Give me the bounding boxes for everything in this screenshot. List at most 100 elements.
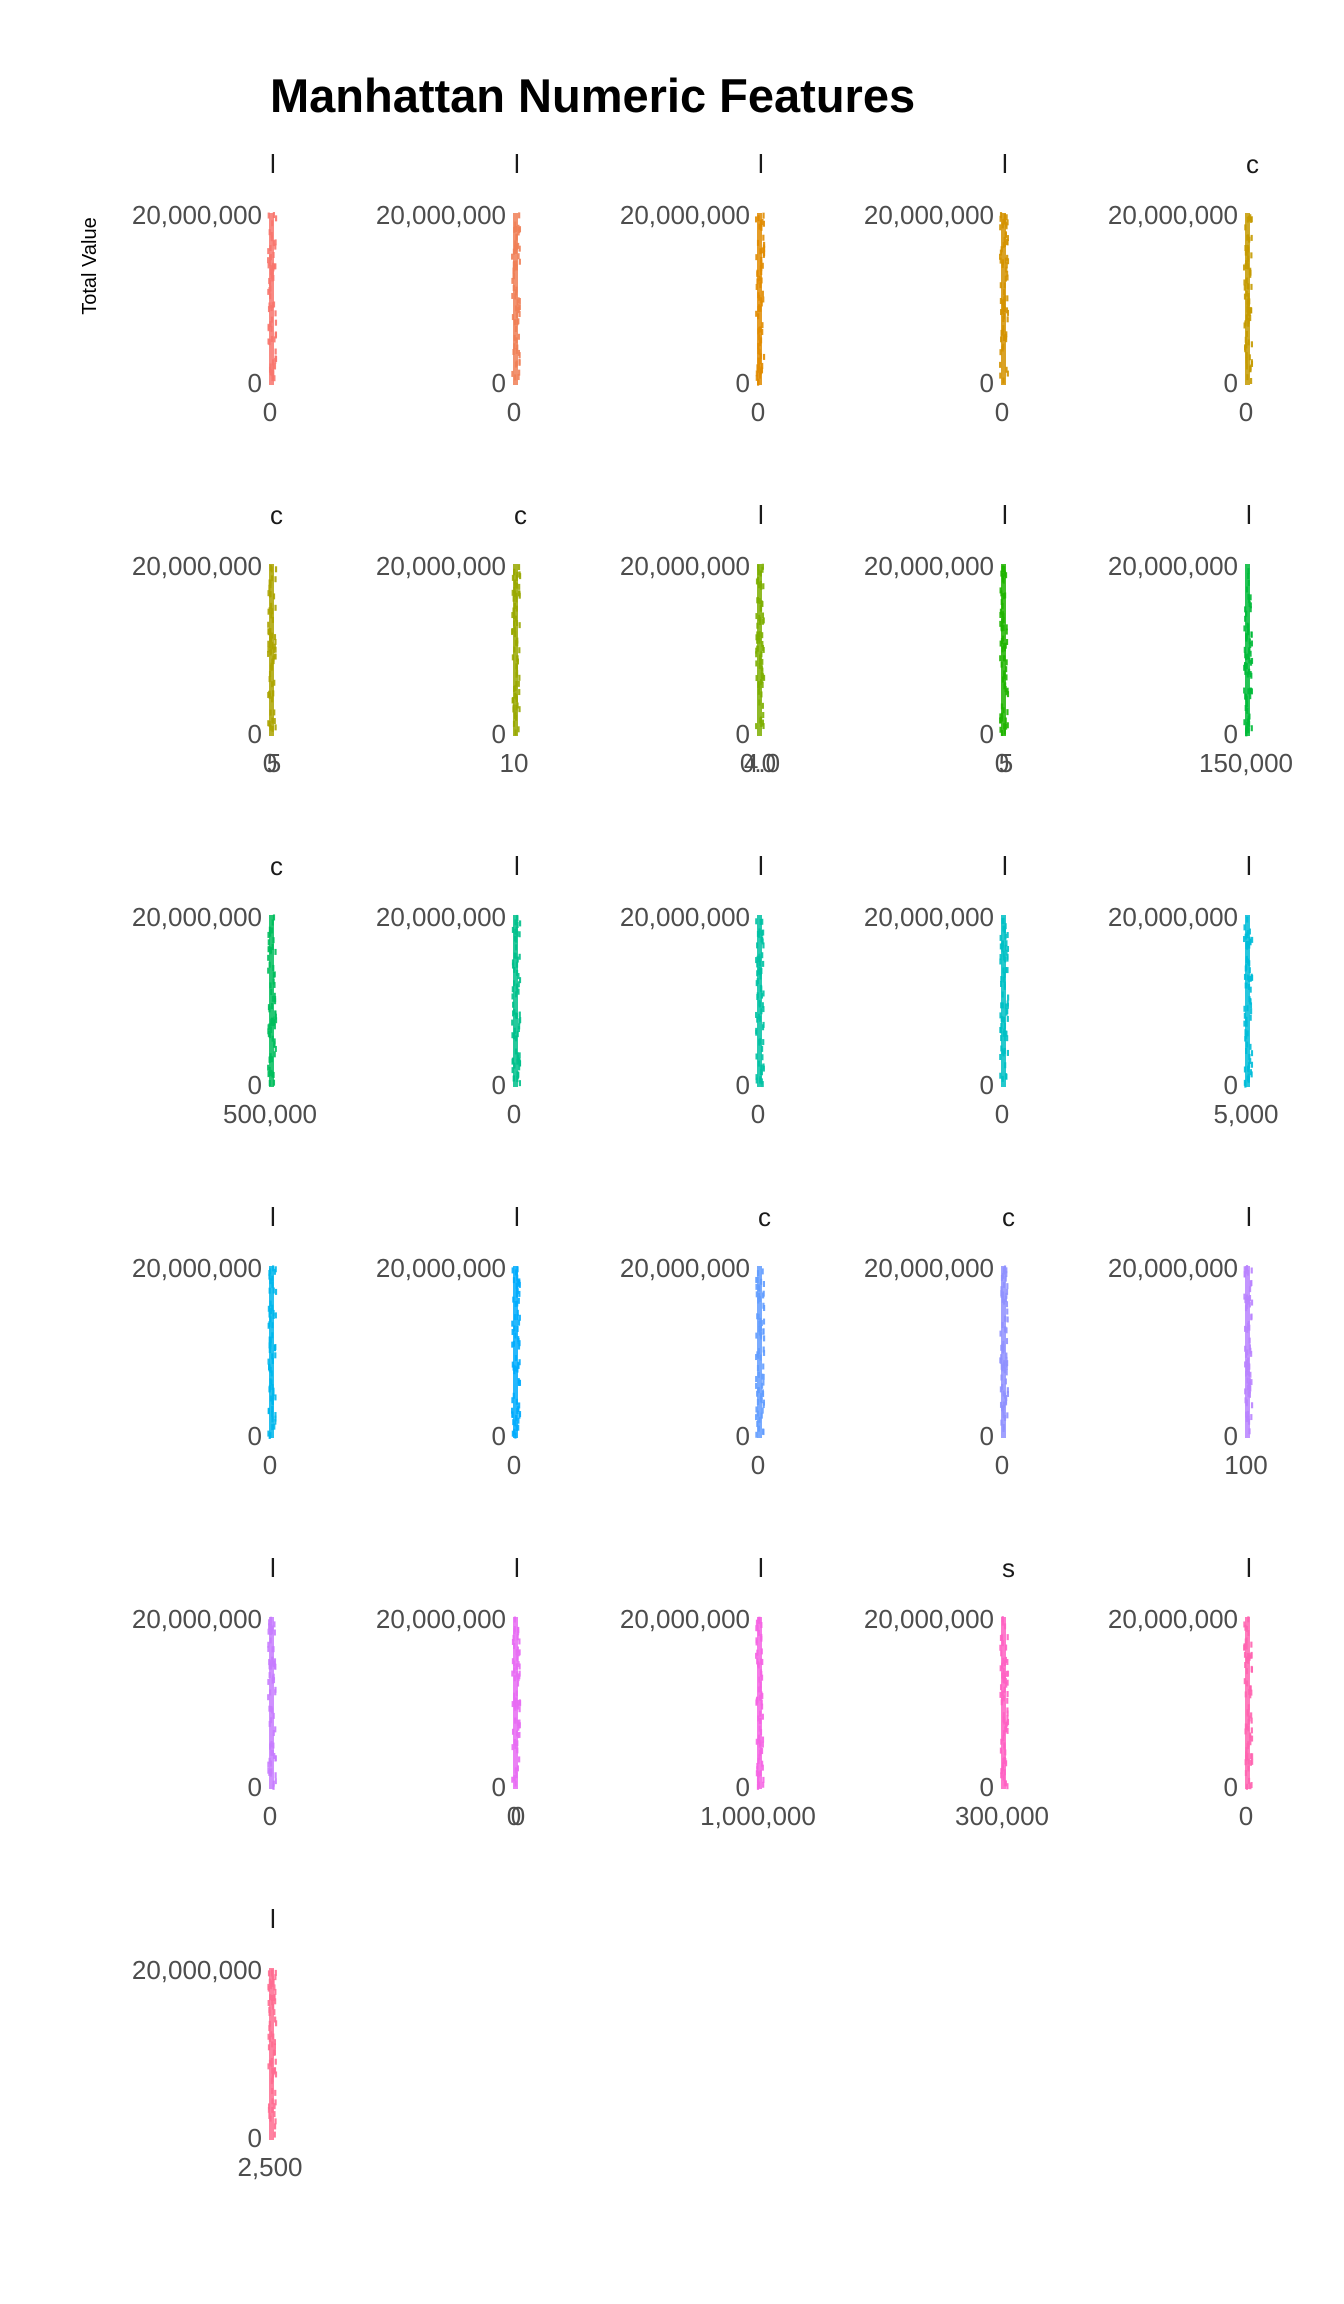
data-point <box>1005 270 1009 277</box>
data-point <box>1250 1717 1253 1724</box>
y-tick-label: 0 <box>736 1772 750 1802</box>
facet-points <box>1243 564 1254 737</box>
data-point <box>273 998 277 1005</box>
data-point <box>755 1283 758 1290</box>
data-point <box>273 336 276 343</box>
chart-title: Manhattan Numeric Features <box>270 69 915 122</box>
data-point <box>517 590 521 597</box>
data-point <box>273 2039 277 2046</box>
x-tick-label: 0 <box>507 1099 521 1129</box>
data-point <box>999 361 1002 368</box>
data-point <box>762 583 765 590</box>
data-point <box>1243 1271 1246 1278</box>
data-point <box>1249 315 1252 322</box>
data-point <box>761 262 764 269</box>
data-point <box>755 1414 758 1421</box>
data-point <box>1249 602 1252 609</box>
data-point <box>1243 1012 1246 1019</box>
data-point <box>761 702 764 709</box>
data-point <box>1005 1681 1008 1688</box>
data-point <box>762 1006 765 1013</box>
y-tick-label: 0 <box>492 1421 506 1451</box>
data-point <box>1006 967 1009 974</box>
x-tick-label: 0 <box>263 1801 277 1831</box>
data-point <box>999 958 1002 965</box>
data-point <box>273 679 276 686</box>
data-point <box>1006 932 1009 939</box>
facet-points <box>755 1266 766 1438</box>
data-point <box>273 1041 276 1048</box>
data-point <box>762 942 765 949</box>
point-cluster <box>513 1266 518 1438</box>
data-point <box>518 358 521 365</box>
data-point <box>518 977 522 984</box>
data-point <box>761 632 764 639</box>
data-point <box>517 1724 520 1731</box>
data-point <box>755 651 758 658</box>
data-point <box>1006 994 1010 1001</box>
data-point <box>267 1071 270 1078</box>
point-cluster <box>757 915 762 1087</box>
data-point <box>511 1397 514 1404</box>
data-point <box>518 258 521 265</box>
data-point <box>517 988 520 995</box>
data-point <box>755 1652 758 1659</box>
data-point <box>1006 235 1009 242</box>
data-point <box>755 1770 759 1777</box>
data-point <box>761 218 764 225</box>
data-point <box>274 1969 277 1976</box>
data-point <box>755 957 758 964</box>
data-point <box>1006 1015 1009 1022</box>
data-point <box>517 1319 521 1326</box>
data-point <box>755 1637 758 1644</box>
data-point <box>1250 1712 1253 1719</box>
data-point <box>762 1363 765 1370</box>
data-point <box>511 574 515 581</box>
data-point <box>274 2020 278 2027</box>
facet-strip-label: c <box>270 500 283 530</box>
data-point <box>762 1428 765 1435</box>
facet-points <box>1243 915 1254 1088</box>
point-cluster <box>757 1266 762 1438</box>
data-point <box>518 1290 521 1297</box>
data-point <box>761 1391 765 1398</box>
y-tick-label: 20,000,000 <box>132 1253 262 1283</box>
data-point <box>755 1332 758 1339</box>
data-point <box>1250 725 1253 732</box>
y-tick-label: 20,000,000 <box>1108 200 1238 230</box>
point-cluster <box>1001 1266 1006 1438</box>
data-point <box>273 718 276 725</box>
facet-strip-label: l <box>270 1904 276 1934</box>
data-point <box>999 1747 1003 1754</box>
data-point <box>999 1644 1002 1651</box>
facet-panel: l 0 20,000,000 0 <box>376 851 521 1129</box>
point-cluster <box>1001 213 1006 385</box>
facet-panel: l 0 20,000,000 0 <box>132 149 277 427</box>
data-point <box>517 306 520 313</box>
facet-points <box>755 563 766 736</box>
data-point <box>1006 1000 1009 1007</box>
data-point <box>755 1053 758 1060</box>
y-tick-label: 20,000,000 <box>864 1604 994 1634</box>
data-point <box>267 2044 271 2051</box>
data-point <box>1249 1014 1252 1021</box>
data-point <box>274 1726 277 1733</box>
data-point <box>1005 1030 1008 1037</box>
facet-panel: l 0 20,000,000 5,000 <box>1108 851 1279 1129</box>
data-point <box>274 1988 277 1995</box>
data-point <box>1006 295 1009 302</box>
x-tick-label: 0 <box>507 1801 521 1831</box>
data-point <box>762 1039 765 1046</box>
x-tick-label: 0 <box>511 1801 525 1831</box>
data-point <box>755 1011 758 1018</box>
data-point <box>999 1012 1002 1019</box>
point-cluster <box>757 564 762 736</box>
data-point <box>1249 1008 1253 1015</box>
data-point <box>1243 1020 1246 1027</box>
data-point <box>274 653 277 660</box>
data-point <box>1248 1286 1252 1293</box>
data-point <box>267 1999 270 2006</box>
point-cluster <box>1001 915 1006 1087</box>
data-point <box>267 1641 270 1648</box>
data-point <box>755 1738 758 1745</box>
